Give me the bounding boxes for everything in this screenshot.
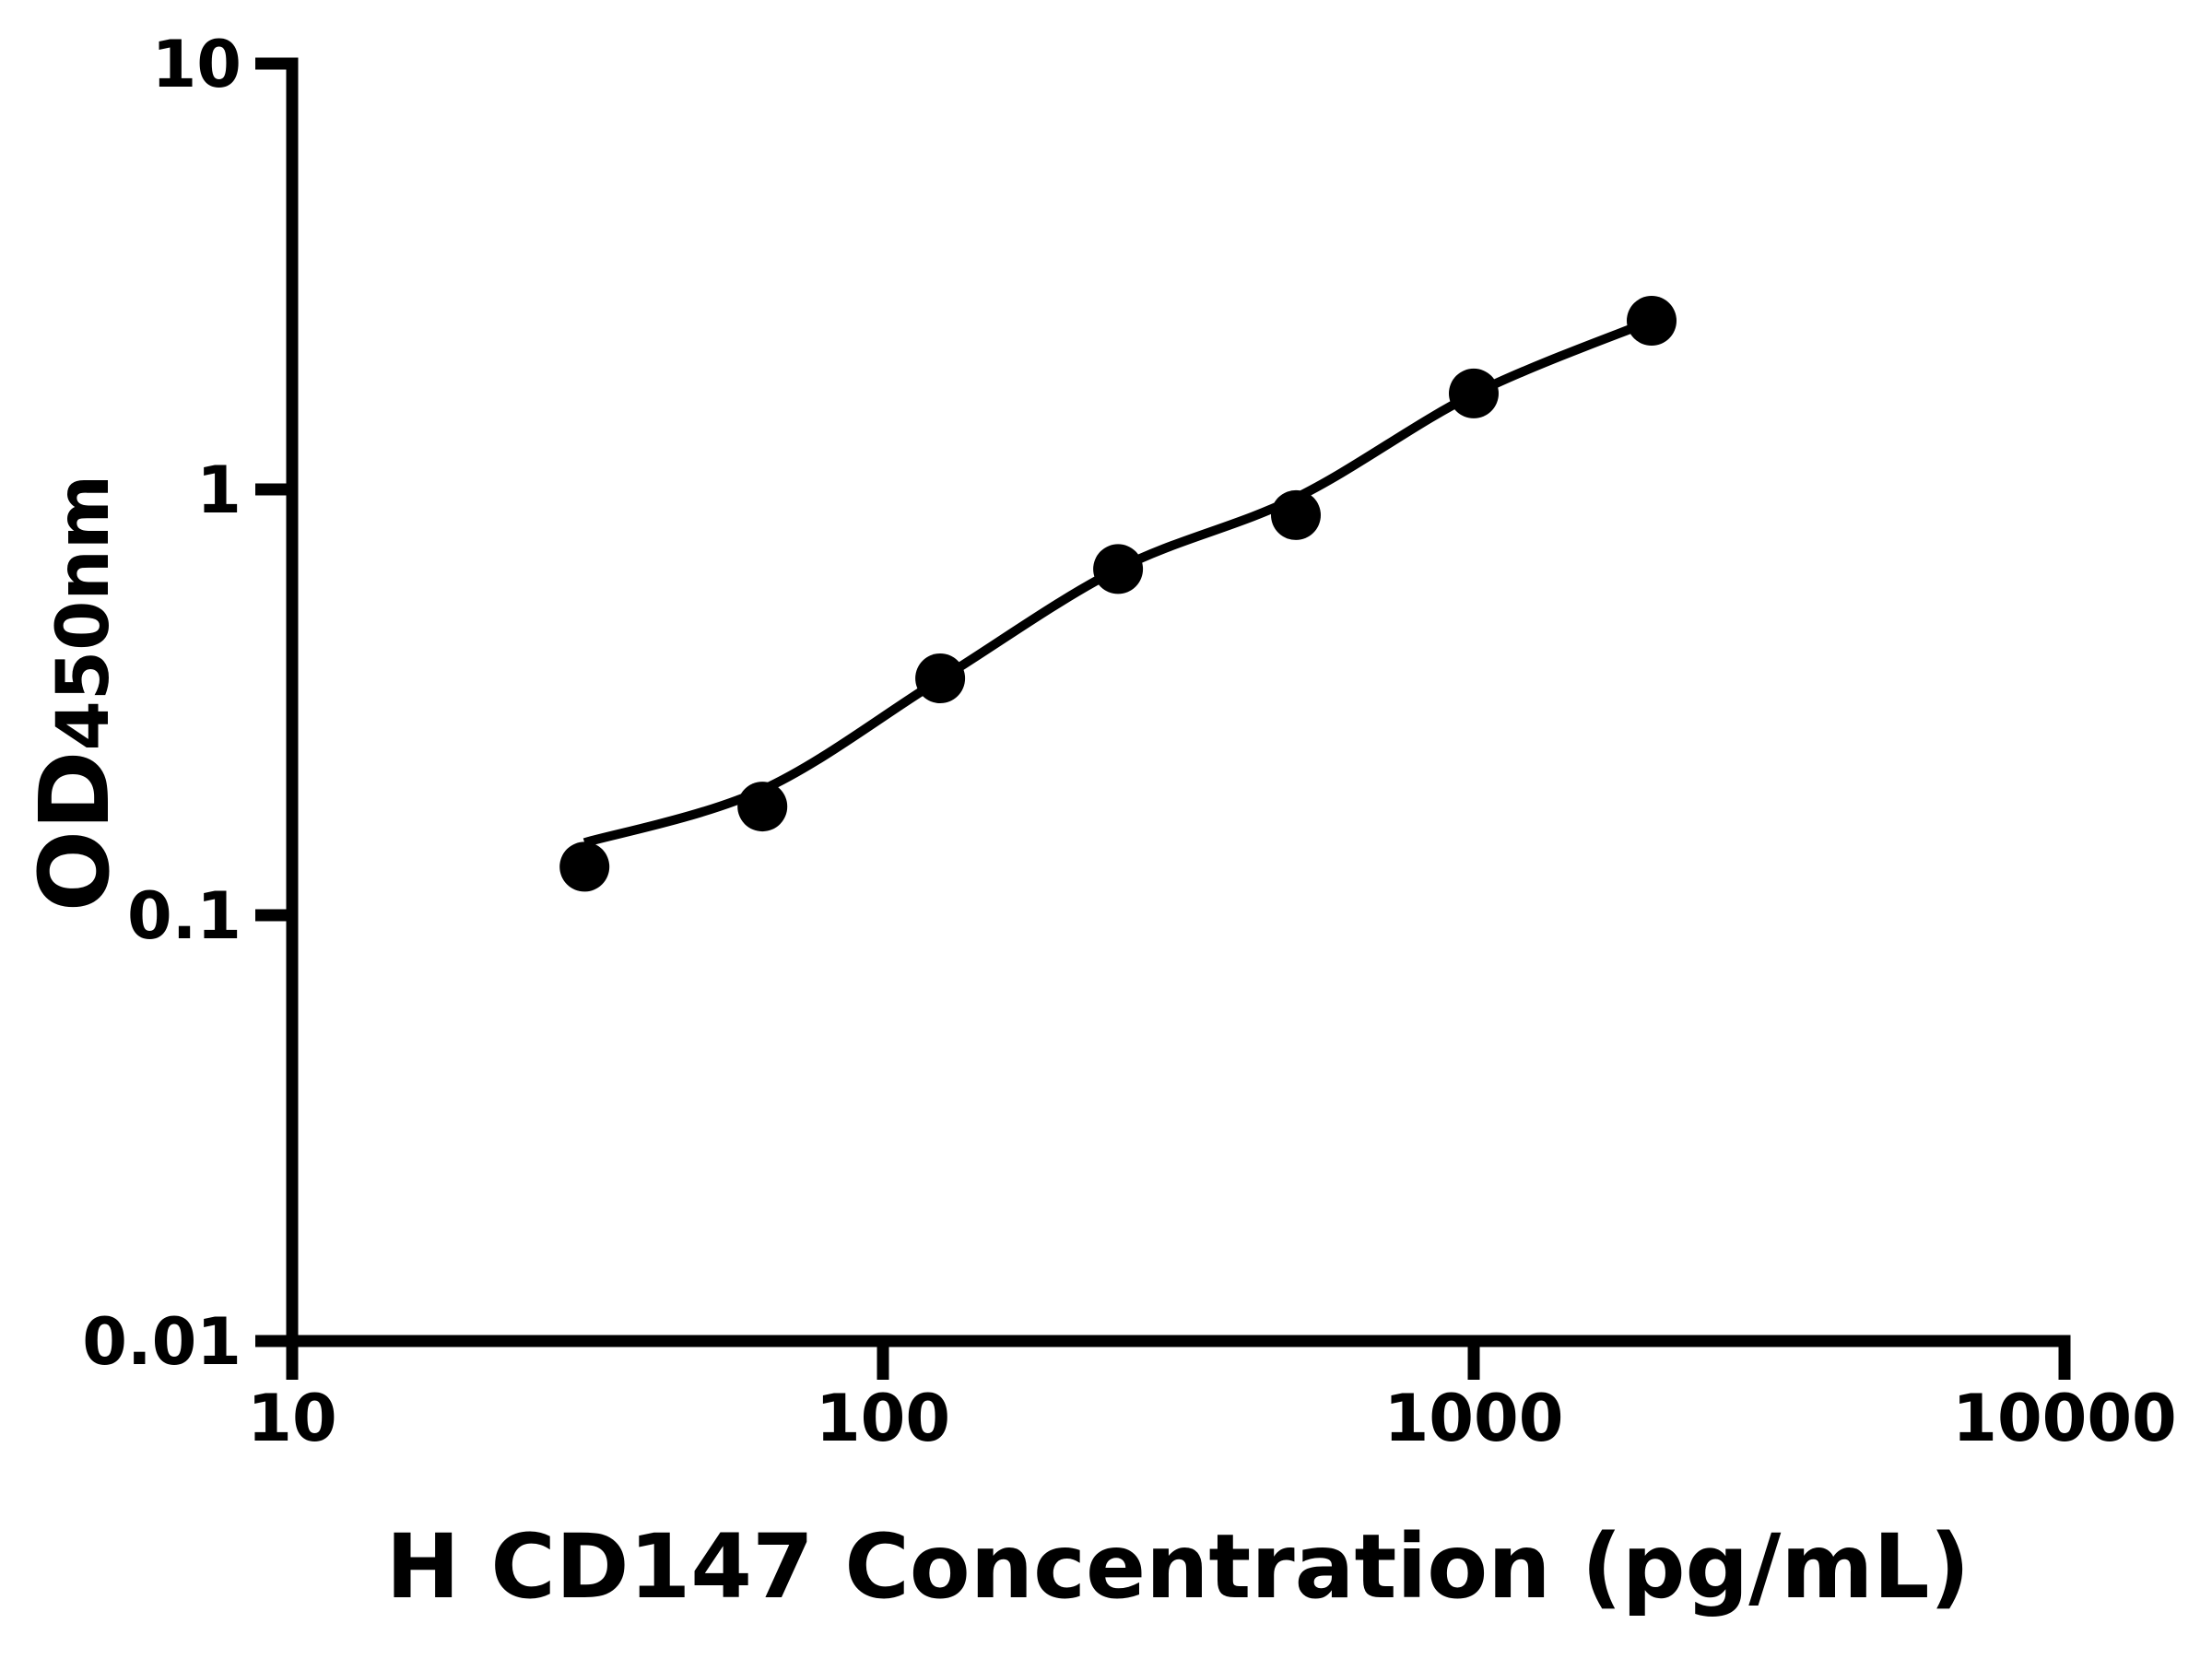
x-tick-label: 1000 xyxy=(1384,1381,1564,1456)
data-point xyxy=(1093,544,1144,594)
x-tick-label: 10 xyxy=(247,1381,336,1456)
axes-spine xyxy=(255,57,2071,1380)
y-tick-label: 0.01 xyxy=(82,1304,241,1380)
y-tick-label: 10 xyxy=(152,27,241,102)
y-tick-label: 1 xyxy=(196,453,241,528)
data-point xyxy=(559,841,610,892)
y-axis-title: OD450nm xyxy=(18,475,131,912)
data-point xyxy=(915,653,966,703)
plot-area: 0.01 0.1 1 10 10 100 1000 10000 xyxy=(82,27,2176,1456)
x-tick-label: 100 xyxy=(816,1381,950,1456)
data-point xyxy=(737,782,788,832)
x-axis-title: H CD147 Concentration (pg/mL) xyxy=(386,1515,1971,1618)
data-point xyxy=(1627,296,1677,346)
y-axis-title-subscript: 450nm xyxy=(42,475,125,751)
y-axis-title-main: OD xyxy=(18,750,131,912)
x-tick-label: 10000 xyxy=(1952,1381,2177,1456)
data-point xyxy=(1449,368,1499,418)
data-point xyxy=(1271,489,1321,540)
y-tick-label: 0.1 xyxy=(127,878,241,954)
